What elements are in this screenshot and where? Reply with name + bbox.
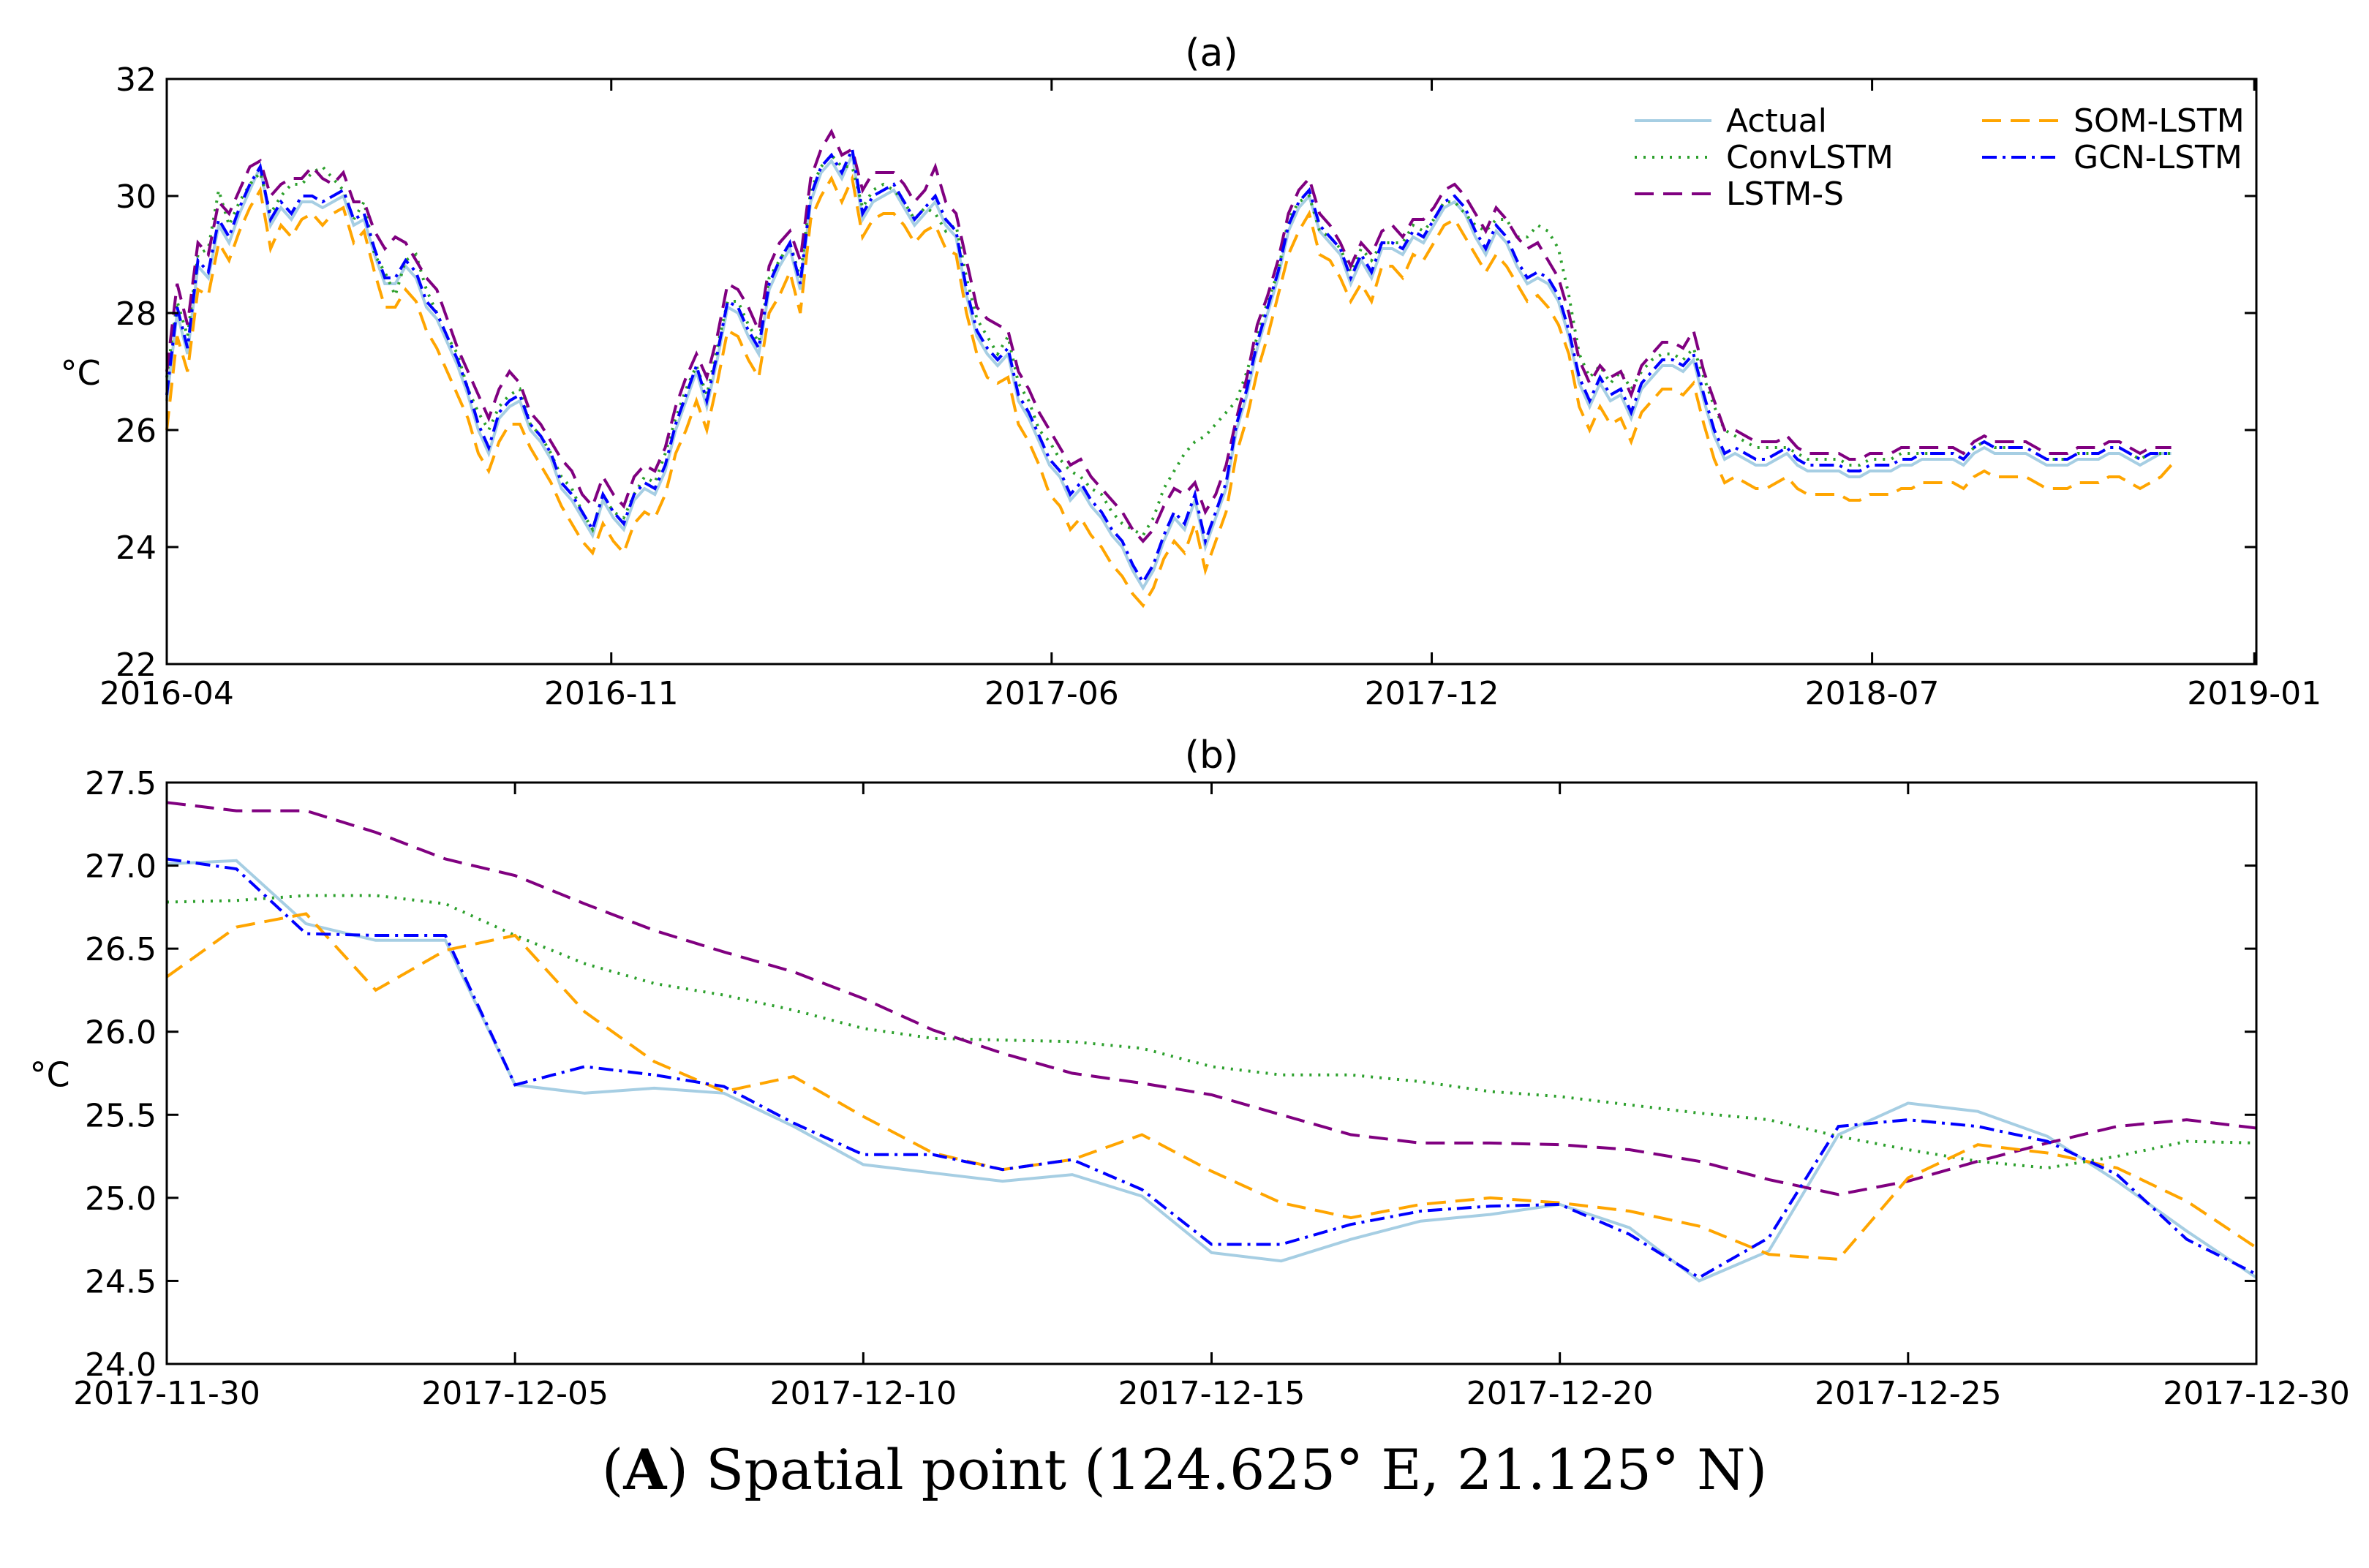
panel-b-xtick-label: 2017-12-05 <box>421 1375 609 1412</box>
panel-a-series-lstm_s <box>165 128 2172 544</box>
panel-b-ytick-label: 24.5 <box>85 1263 157 1300</box>
panel-b-series-actual <box>166 859 2258 1283</box>
panel-b-ytick-label: 24.0 <box>85 1346 157 1384</box>
panel-a-series-som_lstm <box>165 173 2173 608</box>
panel-b-xtick-label: 2017-12-25 <box>1815 1375 2002 1412</box>
caption-text: ) Spatial point (124.625° E, 21.125° N) <box>666 1437 1768 1502</box>
legend-label-gcn-lstm: GCN-LSTM <box>2074 139 2242 176</box>
panel-a-xtick-label: 2016-11 <box>544 675 679 712</box>
panel-b-xtick-label: 2017-12-20 <box>1466 1375 1654 1412</box>
figure-caption: (A) Spatial point (124.625° E, 21.125° N… <box>0 1437 2369 1502</box>
panel-b-series-convlstm <box>166 894 2257 1170</box>
legend-label-actual: Actual <box>1726 102 1827 140</box>
panel-a-ytick-label: 24 <box>116 529 157 567</box>
panel-a: (a) °C 22 24 26 28 30 32 2016-04 2016-11 2017-06 20… <box>60 31 2321 712</box>
panel-a-series-convlstm <box>165 152 2172 538</box>
legend-label-convlstm: ConvLSTM <box>1726 139 1894 176</box>
panel-b-xtick-label: 2017-12-30 <box>2163 1375 2350 1412</box>
panel-a-xtick-label: 2017-12 <box>1365 675 1499 712</box>
caption-letter: A <box>623 1437 667 1502</box>
panel-a-xtick-label: 2018-07 <box>1805 675 1940 712</box>
panel-a-ylabel: °C <box>60 353 100 393</box>
legend-label-som-lstm: SOM-LSTM <box>2074 102 2245 140</box>
panel-b-series-som-lstm <box>165 912 2258 1261</box>
panel-b-ylabel: °C <box>29 1055 69 1095</box>
panel-b: (b) °C 24.0 24.5 25.0 25.5 26.0 26.5 27.0 27.5 201… <box>29 734 2349 1412</box>
panel-b-xtick-label: 2017-11-30 <box>73 1375 260 1412</box>
panel-a-xtick-label: 2017-06 <box>984 675 1119 712</box>
panel-a-series-actual <box>165 150 2172 591</box>
panel-a-ytick-label: 28 <box>116 295 157 333</box>
caption-open: ( <box>601 1437 624 1502</box>
panel-b-ytick-label: 27.0 <box>85 848 157 886</box>
panel-b-xtick-label: 2017-12-15 <box>1118 1375 1306 1412</box>
panel-b-series-gcn-lstm <box>166 857 2257 1280</box>
panel-b-series-lstm-s <box>166 801 2257 1196</box>
panel-b-ytick-label: 26.0 <box>85 1014 157 1052</box>
panel-a-title: (a) <box>1185 31 1238 75</box>
panel-b-ytick-label: 25.0 <box>85 1180 157 1218</box>
panel-b-title: (b) <box>1185 734 1239 777</box>
panel-b-frame <box>165 781 2258 1365</box>
panel-a-ytick-label: 30 <box>116 178 157 216</box>
panel-b-ytick-label: 25.5 <box>85 1097 157 1134</box>
panel-a-ytick-label: 32 <box>116 61 157 99</box>
panel-b-ytick-label: 27.5 <box>85 765 157 802</box>
panel-b-xtick-label: 2017-12-10 <box>769 1375 957 1412</box>
panel-a-ytick-label: 26 <box>116 412 157 450</box>
panel-b-ytick-label: 26.5 <box>85 931 157 968</box>
panel-a-xtick-label: 2016-04 <box>99 675 234 712</box>
panel-a-xtick-label: 2019-01 <box>2187 675 2321 712</box>
panel-a-ytick-label: 22 <box>116 647 157 684</box>
panel-a-series-gcn_lstm <box>165 144 2172 585</box>
panel-a-frame <box>165 78 2258 666</box>
legend-label-lstm-s: LSTM-S <box>1726 176 1844 213</box>
